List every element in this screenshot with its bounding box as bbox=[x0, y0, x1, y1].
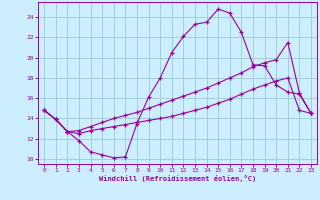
X-axis label: Windchill (Refroidissement éolien,°C): Windchill (Refroidissement éolien,°C) bbox=[99, 175, 256, 182]
